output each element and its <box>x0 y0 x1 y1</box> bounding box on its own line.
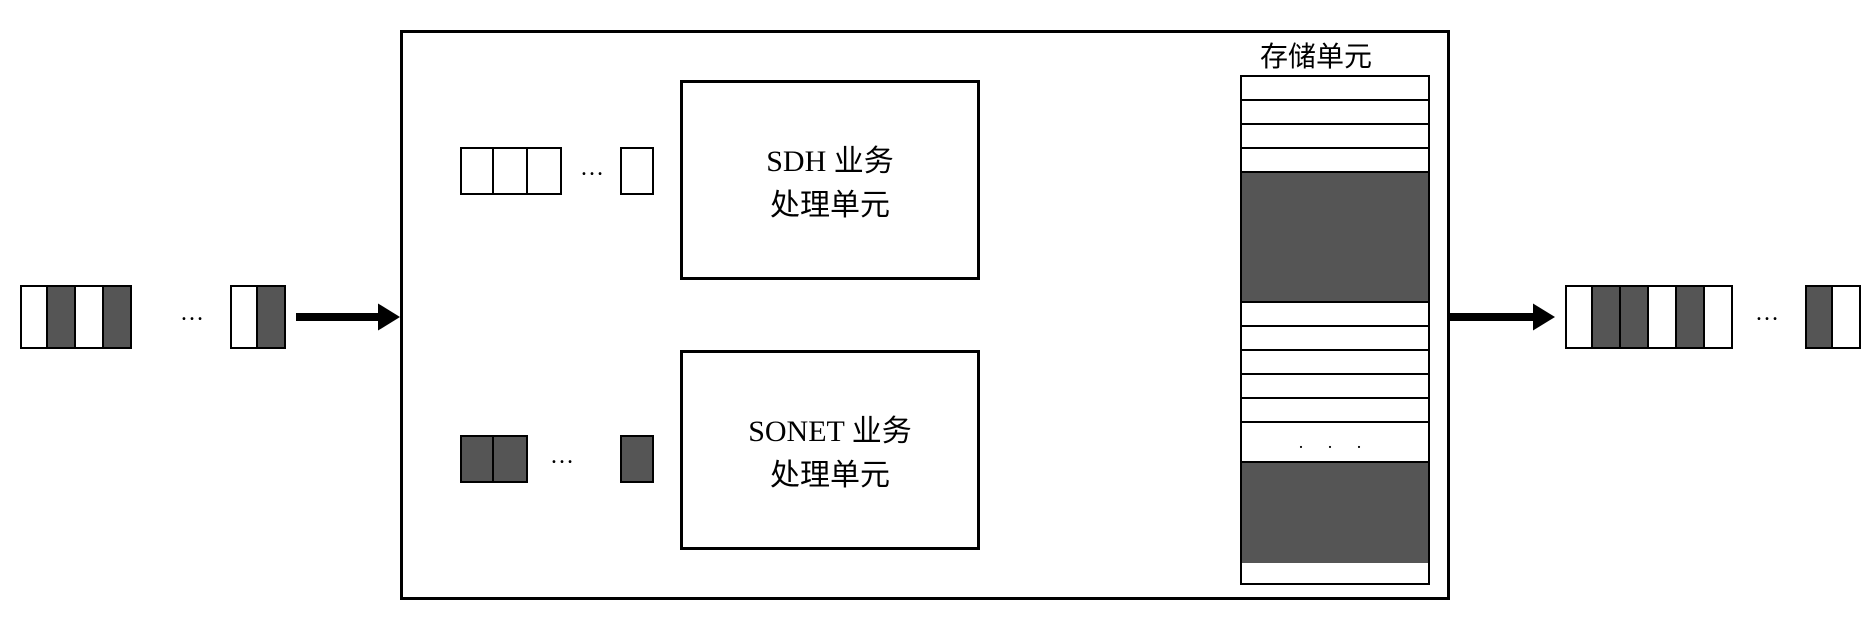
storage-row: . . . <box>1242 423 1428 463</box>
input-stream-group-a <box>20 285 132 349</box>
output-stream-group-a-cell <box>1593 285 1621 349</box>
output-stream-group-a <box>1565 285 1733 349</box>
sdh-input-group <box>460 147 562 195</box>
sdh-input-ellipsis: … <box>580 155 608 182</box>
storage-row <box>1242 173 1428 303</box>
storage-row <box>1242 351 1428 375</box>
output-stream-group-a-cell <box>1565 285 1593 349</box>
storage-row <box>1242 463 1428 563</box>
sdh-input-single-cell <box>620 147 654 195</box>
output-stream-group-a-cell <box>1649 285 1677 349</box>
input-stream-group-a-cell <box>76 285 104 349</box>
sdh-input-group-cell <box>528 147 562 195</box>
sonet-input-single-cell <box>620 435 654 483</box>
sonet-processing-unit-line2: 处理单元 <box>770 450 890 494</box>
sonet-input-ellipsis: … <box>550 443 578 470</box>
input-stream-group-a-cell <box>20 285 48 349</box>
output-stream-ellipsis: … <box>1755 300 1783 327</box>
diagram-canvas: SDH 业务处理单元SONET 业务处理单元………存储单元. . .… <box>0 0 1876 634</box>
sdh-input-group-cell <box>494 147 528 195</box>
sdh-processing-unit: SDH 业务处理单元 <box>680 80 980 280</box>
output-stream-group-a-cell <box>1677 285 1705 349</box>
sonet-processing-unit: SONET 业务处理单元 <box>680 350 980 550</box>
sdh-processing-unit-line1: SDH 业务 <box>766 136 894 180</box>
input-stream-group-a-cell <box>48 285 76 349</box>
storage-unit: . . . <box>1240 75 1430 585</box>
storage-unit-title: 存储单元 <box>1260 35 1372 75</box>
output-stream-group-a-cell <box>1705 285 1733 349</box>
storage-row <box>1242 327 1428 351</box>
input-stream-group-b-cell <box>258 285 286 349</box>
storage-row <box>1242 101 1428 125</box>
sonet-input-group-cell <box>494 435 528 483</box>
output-stream-group-b-cell <box>1833 285 1861 349</box>
sdh-input-single <box>620 147 654 195</box>
sonet-input-group <box>460 435 528 483</box>
sdh-input-group-cell <box>460 147 494 195</box>
input-stream-group-a-cell <box>104 285 132 349</box>
output-stream-group-a-cell <box>1621 285 1649 349</box>
storage-row <box>1242 375 1428 399</box>
output-stream-group-b <box>1805 285 1861 349</box>
storage-row <box>1242 399 1428 423</box>
output-stream-group-b-cell <box>1805 285 1833 349</box>
sdh-processing-unit-line2: 处理单元 <box>770 180 890 224</box>
storage-row <box>1242 149 1428 173</box>
input-stream-group-b <box>230 285 286 349</box>
storage-row <box>1242 77 1428 101</box>
input-stream-group-b-cell <box>230 285 258 349</box>
sonet-input-group-cell <box>460 435 494 483</box>
storage-row <box>1242 303 1428 327</box>
sonet-input-single <box>620 435 654 483</box>
storage-row <box>1242 125 1428 149</box>
sonet-processing-unit-line1: SONET 业务 <box>748 406 912 450</box>
input-stream-ellipsis: … <box>180 300 208 327</box>
